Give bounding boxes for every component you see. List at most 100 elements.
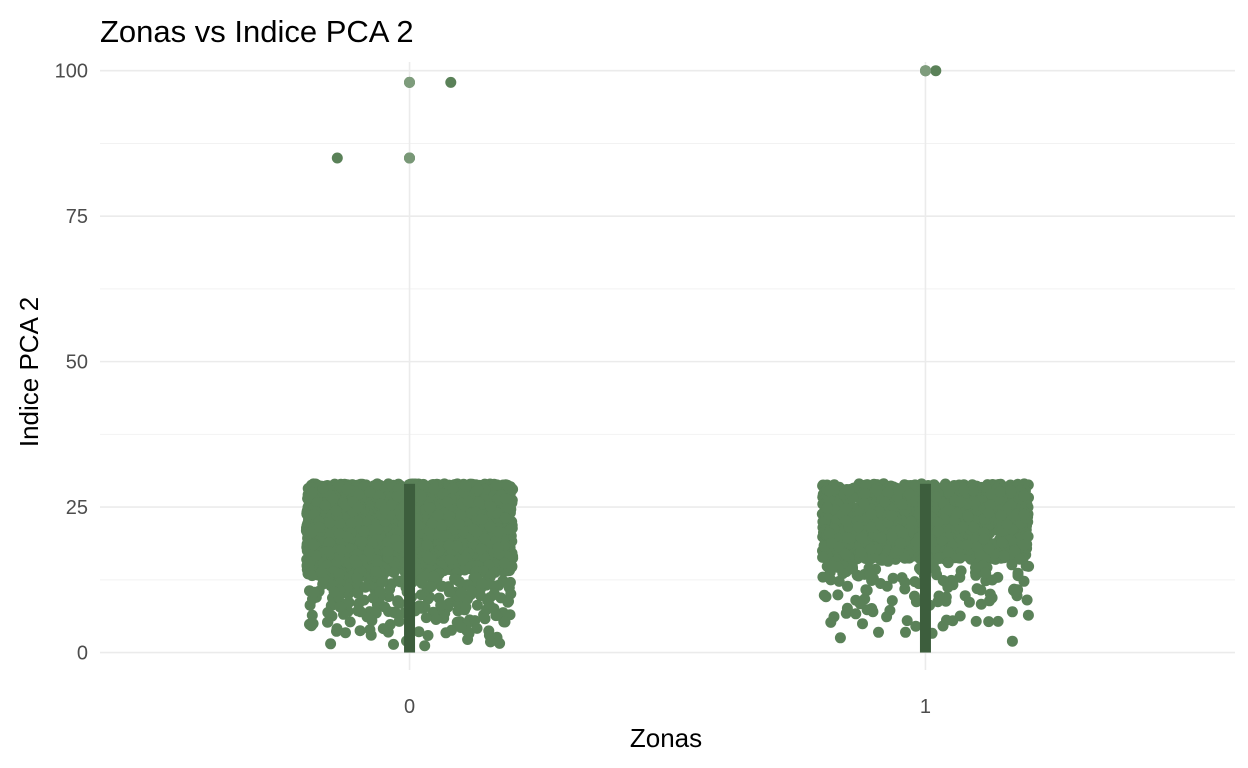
data-point: [482, 595, 494, 607]
data-point: [498, 557, 510, 569]
data-point: [474, 496, 485, 508]
data-point: [896, 499, 908, 510]
data-point: [866, 521, 878, 533]
data-point: [415, 489, 427, 501]
data-point: [823, 527, 835, 539]
data-point: [314, 521, 325, 533]
data-point: [450, 574, 461, 585]
data-point: [860, 479, 872, 491]
data-point: [817, 551, 829, 563]
data-point: [306, 486, 318, 498]
y-axis-title: Indice PCA 2: [14, 297, 44, 447]
x-tick-label: 1: [920, 696, 931, 718]
data-point: [954, 496, 966, 508]
data-point: [392, 596, 404, 608]
data-point: [436, 519, 448, 531]
data-point: [442, 496, 453, 508]
data-point: [327, 493, 339, 505]
data-point: [505, 523, 517, 535]
data-point: [994, 486, 1006, 498]
data-point: [1010, 509, 1022, 521]
data-point: [353, 488, 365, 500]
data-point: [306, 609, 318, 621]
data-point: [319, 500, 331, 511]
data-point: [821, 502, 833, 514]
data-point: [455, 509, 467, 521]
data-point: [476, 577, 488, 589]
data-point: [500, 493, 511, 505]
data-point: [894, 537, 906, 549]
data-point: [864, 569, 876, 581]
data-point: [893, 484, 904, 496]
data-point: [1006, 559, 1018, 571]
data-point: [942, 557, 954, 569]
data-point: [861, 604, 873, 616]
data-point: [1018, 539, 1030, 551]
data-point: [825, 574, 837, 586]
data-point: [873, 626, 884, 638]
data-point: [502, 479, 513, 491]
outlier-point: [920, 65, 931, 77]
data-point: [847, 563, 858, 575]
data-point: [351, 572, 363, 584]
data-point: [818, 589, 830, 601]
data-point: [446, 624, 457, 636]
data-point: [379, 601, 391, 613]
data-point: [882, 487, 894, 498]
data-point: [995, 510, 1007, 521]
data-point: [416, 577, 428, 589]
x-tick-label: 0: [404, 696, 415, 718]
data-point: [420, 612, 432, 624]
data-point: [447, 482, 459, 494]
data-point: [983, 543, 995, 555]
data-point: [904, 488, 915, 500]
data-point: [998, 550, 1010, 562]
data-point: [826, 537, 838, 549]
data-point: [370, 566, 382, 577]
data-point: [307, 618, 319, 630]
data-point: [328, 586, 340, 598]
data-point: [471, 622, 483, 634]
data-point: [322, 607, 334, 618]
data-point: [1006, 606, 1018, 618]
data-point: [457, 554, 469, 566]
data-point: [860, 584, 872, 596]
data-point: [932, 525, 944, 537]
data-point: [942, 546, 954, 558]
data-point: [932, 517, 944, 529]
data-point: [444, 554, 456, 566]
data-point: [428, 570, 440, 582]
data-point: [384, 583, 396, 595]
data-point: [499, 512, 511, 524]
data-point: [479, 613, 491, 625]
data-point: [341, 483, 353, 495]
data-point: [961, 539, 973, 551]
data-point: [382, 546, 394, 558]
data-point: [827, 560, 839, 572]
data-point: [471, 526, 483, 538]
data-point: [843, 485, 855, 497]
data-point: [459, 563, 471, 575]
data-point: [992, 615, 1004, 627]
data-point: [942, 581, 954, 593]
data-point: [970, 615, 982, 627]
data-point: [498, 616, 510, 628]
data-point: [887, 572, 899, 584]
data-point: [841, 602, 853, 614]
data-point: [485, 636, 496, 648]
data-point: [832, 589, 844, 601]
data-point: [941, 614, 952, 626]
data-point: [943, 485, 955, 497]
data-point: [443, 586, 455, 598]
data-point: [1021, 594, 1033, 606]
data-point: [359, 581, 371, 593]
data-point: [930, 65, 942, 77]
data-point: [910, 596, 922, 608]
data-point: [886, 510, 898, 522]
data-point: [970, 562, 981, 574]
data-point: [340, 627, 351, 639]
data-point: [413, 626, 425, 638]
data-point: [471, 599, 483, 611]
data-point: [943, 504, 955, 516]
data-point: [324, 516, 336, 528]
